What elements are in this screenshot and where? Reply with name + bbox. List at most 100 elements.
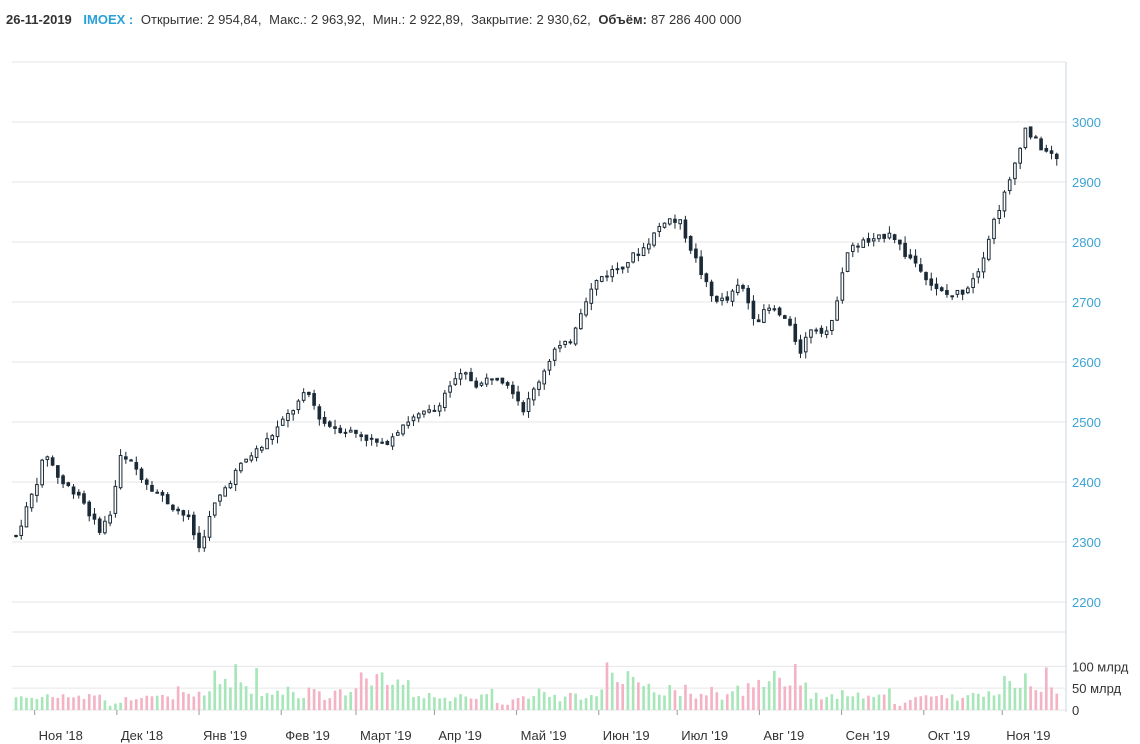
open-value: 2 954,84, (207, 12, 262, 27)
volume-bar (302, 697, 305, 710)
volume-bar (35, 699, 39, 710)
candle-body (1044, 148, 1049, 152)
volume-bar (757, 679, 760, 710)
volume-bar (799, 685, 802, 710)
time-tick-label: Фев '19 (285, 728, 330, 743)
volume-bar (307, 687, 311, 710)
volume-bar (820, 699, 823, 710)
candle-body (401, 424, 405, 435)
volume-bar (281, 694, 285, 710)
candle-body (207, 515, 212, 538)
volume-bar (1008, 681, 1012, 710)
volume-bar (297, 698, 300, 710)
volume-bar (621, 684, 624, 710)
volume-bar (344, 695, 347, 710)
volume-bar (380, 672, 384, 710)
candle-body (385, 440, 390, 445)
candle-body (479, 382, 484, 386)
volume-bar (616, 682, 619, 710)
volume-bar (82, 699, 86, 710)
volume-bar (997, 694, 1001, 710)
volume-bar (945, 698, 949, 710)
volume-bar (867, 695, 870, 710)
candle-body (735, 284, 740, 293)
candle-body (709, 281, 714, 297)
high-label: Макс.: (269, 12, 307, 27)
volume-bar (1034, 690, 1038, 710)
volume-bar (678, 695, 682, 710)
candle-body (103, 520, 107, 534)
candle-body (798, 339, 803, 354)
candle-body (416, 413, 421, 419)
candle-body (359, 434, 363, 437)
volume-bar (788, 685, 792, 710)
candle-body (871, 238, 876, 242)
volume-series (14, 662, 1059, 710)
volume-bar (250, 693, 253, 710)
candle-body (626, 262, 630, 268)
volume-bar (950, 694, 954, 710)
candle-body (108, 514, 112, 524)
candle-body (688, 236, 693, 251)
candle-body (939, 287, 944, 292)
price-tick-label: 2600 (1072, 355, 1101, 370)
volume-bar (459, 694, 462, 710)
candle-body (511, 384, 515, 395)
volume-bar (861, 698, 865, 710)
candle-body (275, 426, 280, 438)
candle-body (641, 247, 646, 256)
volume-bar (129, 700, 133, 710)
time-tick-label: Март '19 (360, 728, 412, 743)
volume-bar (312, 689, 316, 710)
volume-bar (474, 698, 478, 710)
candle-body (155, 491, 160, 494)
volume-bar (851, 696, 855, 710)
time-tick-label: Апр '19 (438, 728, 482, 743)
header-ticker[interactable]: IMOEX : (83, 12, 134, 27)
volume-bar (956, 700, 959, 710)
candle-body (443, 392, 447, 408)
time-tick-label: Июл '19 (681, 728, 728, 743)
candle-body (228, 483, 233, 489)
volume-bar (569, 692, 572, 710)
volume-bar (527, 698, 530, 710)
candle-body (856, 245, 860, 248)
time-tick-label: Май '19 (521, 728, 567, 743)
candle-body (307, 391, 311, 395)
candle-body (720, 297, 724, 302)
candle-body (782, 315, 787, 319)
candle-body (652, 232, 656, 246)
volume-bar (391, 684, 394, 710)
volume-bar (77, 695, 81, 710)
volume-bar (150, 696, 154, 710)
candle-body (165, 494, 170, 505)
candle-body (139, 468, 144, 480)
candle-body (673, 218, 677, 223)
candle-body (223, 487, 228, 497)
volume-bar (359, 672, 363, 710)
candle-body (558, 345, 562, 349)
low-value: 2 922,89, (409, 12, 464, 27)
volume-bar (349, 691, 353, 710)
volume-bar (485, 694, 489, 710)
volume-bar (888, 688, 891, 710)
volume-bar (40, 697, 44, 710)
candle-body (850, 244, 855, 252)
candle-body (678, 219, 683, 225)
candle-body (1049, 150, 1054, 154)
candle-body (1039, 138, 1043, 151)
volume-bar (924, 695, 928, 710)
volume-bar (574, 693, 577, 710)
volume-bar (386, 684, 389, 710)
volume-bar (715, 692, 719, 710)
time-tick-label: Дек '18 (121, 728, 163, 743)
candle-body (448, 385, 452, 393)
high-value: 2 963,92, (310, 12, 366, 27)
candle-body (354, 429, 358, 434)
candle-body (500, 377, 505, 384)
candle-body (830, 320, 834, 331)
candle-body (192, 514, 196, 536)
volume-tick-label: 50 млрд (1072, 681, 1122, 696)
candle-body (233, 469, 238, 485)
